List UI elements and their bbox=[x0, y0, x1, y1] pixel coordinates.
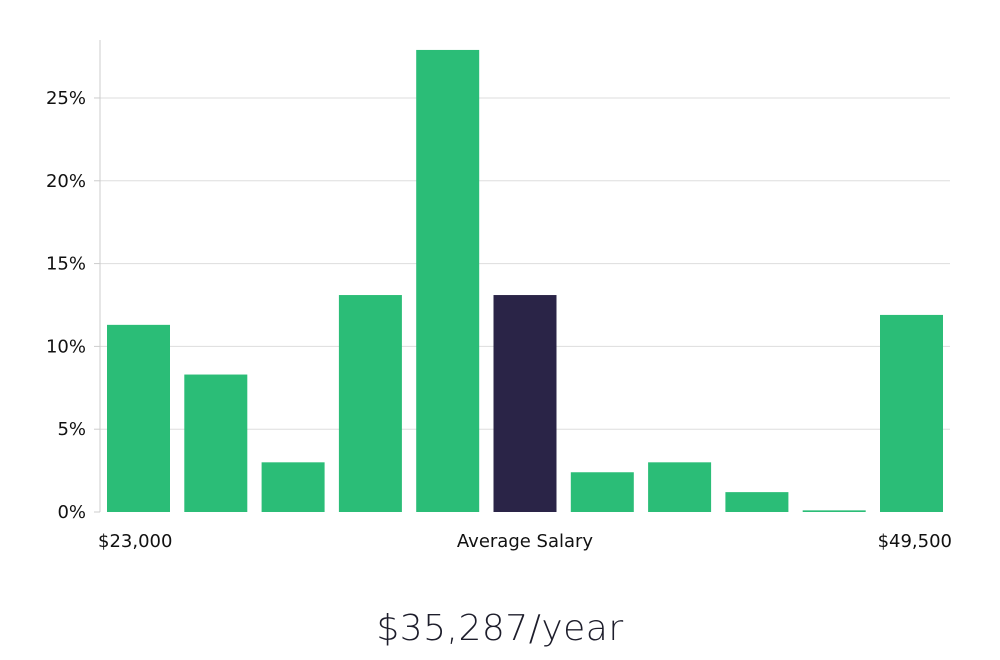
bar bbox=[802, 510, 866, 512]
x-axis-label: Average Salary bbox=[457, 531, 594, 552]
bar bbox=[725, 492, 789, 512]
y-tick-label: 0% bbox=[57, 502, 86, 523]
y-tick-label: 10% bbox=[46, 336, 86, 357]
bar bbox=[107, 324, 170, 512]
average-salary-value: $35,287/year bbox=[376, 608, 624, 649]
x-max-label: $49,500 bbox=[878, 531, 952, 552]
y-tick-label: 15% bbox=[46, 254, 86, 275]
bar bbox=[338, 295, 402, 512]
bar bbox=[184, 374, 248, 512]
bar bbox=[416, 49, 480, 513]
bar-highlight-average bbox=[493, 295, 557, 512]
salary-histogram: 0%5%10%15%20%25% $23,000 Average Salary … bbox=[46, 40, 952, 552]
x-min-label: $23,000 bbox=[98, 531, 172, 552]
y-tick-label: 20% bbox=[46, 171, 86, 192]
bar bbox=[880, 314, 943, 512]
bar bbox=[648, 462, 712, 512]
gridlines bbox=[100, 97, 950, 430]
y-tick-label: 5% bbox=[57, 419, 86, 440]
bar bbox=[570, 472, 634, 512]
y-tick-label: 25% bbox=[46, 88, 86, 109]
bars bbox=[107, 49, 943, 513]
y-axis-ticks: 0% 5% 10% 15% 20% 25% bbox=[46, 88, 100, 523]
bar bbox=[261, 462, 325, 512]
